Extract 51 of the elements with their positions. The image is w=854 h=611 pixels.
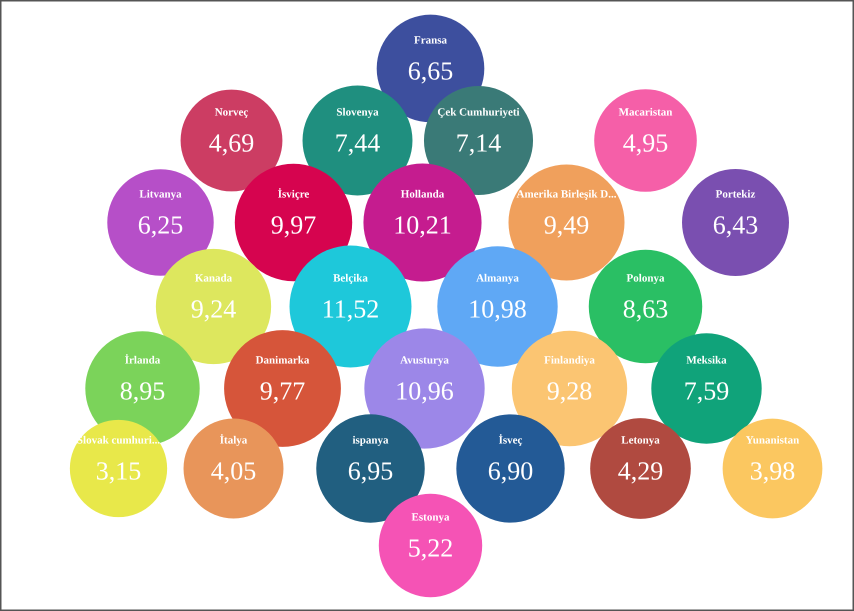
- data-label: 9,77: [260, 376, 306, 406]
- data-label: 6,43: [712, 210, 758, 240]
- category-label: Estonya: [412, 512, 450, 524]
- category-label: İsveç: [498, 434, 523, 446]
- data-label: 4,69: [208, 128, 254, 158]
- category-label: Fransa: [414, 34, 448, 46]
- data-label: 4,29: [618, 456, 664, 486]
- data-label: 9,49: [544, 210, 590, 240]
- category-label: Almanya: [476, 272, 520, 284]
- data-label: 9,97: [270, 210, 316, 240]
- category-label: Letonya: [621, 434, 660, 446]
- data-label: 6,65: [408, 56, 454, 86]
- data-label: 10,21: [393, 210, 452, 240]
- data-label: 8,63: [622, 294, 668, 324]
- category-label: Yunanistan: [746, 434, 800, 446]
- category-label: Danimarka: [256, 354, 310, 366]
- data-label: 6,25: [138, 210, 184, 240]
- category-label: Polonya: [626, 272, 665, 284]
- category-label: Norveç: [214, 106, 248, 118]
- category-label: Macaristan: [618, 106, 672, 118]
- category-label: Kanada: [194, 272, 233, 284]
- category-label: İsviçre: [278, 188, 310, 200]
- data-label: 6,95: [348, 456, 394, 486]
- data-label: 4,05: [210, 456, 256, 486]
- data-label: 9,24: [190, 294, 236, 324]
- data-label: 10,98: [468, 294, 527, 324]
- category-label: Çek Cumhuriyeti: [437, 106, 520, 118]
- data-label: 6,90: [488, 456, 534, 486]
- category-label: Meksika: [686, 354, 728, 366]
- data-label: 7,44: [334, 128, 380, 158]
- data-label: 10,96: [395, 376, 454, 406]
- category-label: Amerika Birleşik D...: [516, 188, 617, 200]
- data-label: 11,52: [322, 294, 380, 324]
- category-label: Slovenya: [336, 106, 380, 118]
- data-label: 7,59: [684, 376, 730, 406]
- category-label: Portekiz: [716, 188, 756, 200]
- data-label: 8,95: [120, 376, 166, 406]
- category-label: İtalya: [220, 434, 248, 446]
- data-label: 5,22: [408, 534, 454, 562]
- data-label: 3,98: [750, 456, 796, 486]
- data-label: 7,14: [456, 128, 502, 158]
- category-label: Avusturya: [400, 354, 450, 366]
- data-label: 4,95: [622, 128, 668, 158]
- category-label: ispanya: [352, 434, 390, 446]
- category-label: Litvanya: [139, 188, 182, 200]
- data-label: 3,15: [96, 456, 142, 486]
- category-label: Belçika: [333, 272, 368, 284]
- category-label: İrlanda: [124, 354, 161, 366]
- data-label: 9,28: [546, 376, 592, 406]
- category-label: Hollanda: [400, 188, 445, 200]
- category-label: Finlandiya: [544, 354, 596, 366]
